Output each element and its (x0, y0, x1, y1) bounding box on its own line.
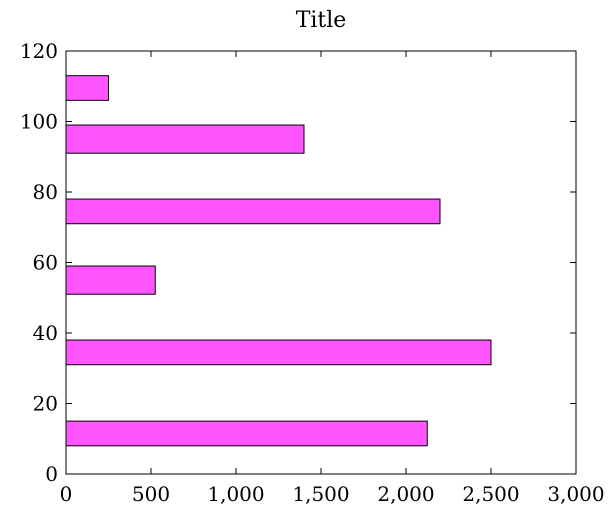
y-tick-label: 40 (33, 321, 58, 345)
y-tick-label: 20 (33, 392, 58, 416)
x-tick-label: 2,000 (377, 482, 434, 506)
bar-2 (65, 339, 492, 366)
y-tick-label: 120 (20, 39, 58, 63)
y-tick-label: 0 (45, 462, 58, 486)
bars-group (65, 75, 492, 447)
bar-5 (65, 124, 305, 154)
y-tick-label: 80 (33, 180, 58, 204)
bar-1 (65, 420, 428, 447)
bar-4 (65, 198, 441, 225)
y-tick-label: 60 (33, 251, 58, 275)
plot-frame (65, 50, 577, 475)
chart-title: Title (296, 8, 347, 33)
x-tick-label: 2,500 (462, 482, 519, 506)
x-axis: 0 500 1,000 1,500 2,000 2,500 3,000 (60, 51, 605, 506)
bar-3 (65, 265, 156, 295)
x-tick-label: 1,000 (207, 482, 264, 506)
x-tick-label: 1,500 (292, 482, 349, 506)
bar-6 (65, 75, 109, 101)
y-axis: 0 20 40 60 80 100 120 (20, 39, 576, 486)
x-tick-label: 500 (132, 482, 170, 506)
y-tick-label: 100 (20, 110, 58, 134)
x-tick-label: 0 (60, 482, 73, 506)
x-tick-label: 3,000 (547, 482, 604, 506)
